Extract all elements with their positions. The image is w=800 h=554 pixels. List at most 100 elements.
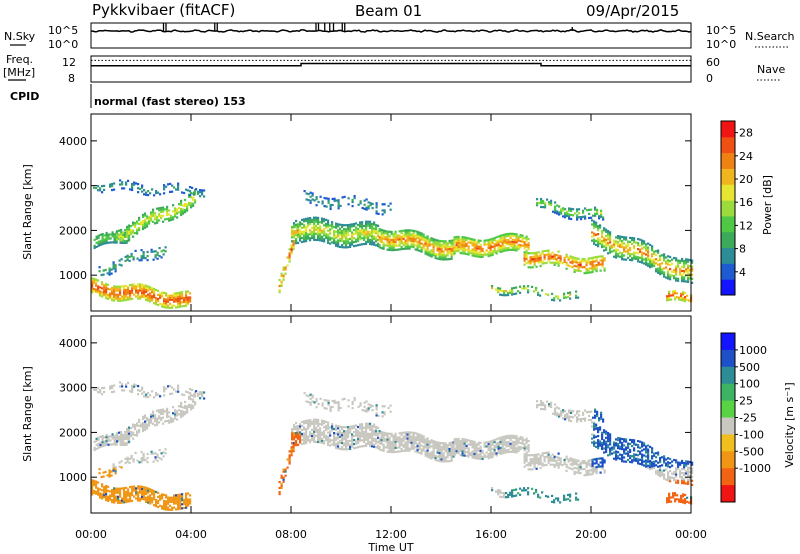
range-gate-cell [187, 502, 190, 505]
range-gate-cell [369, 434, 372, 437]
range-gate-cell [607, 252, 610, 255]
range-gate-cell [582, 209, 585, 212]
range-gate-cell [613, 249, 616, 252]
range-gate-cell [375, 204, 378, 207]
range-gate-cell [621, 444, 624, 447]
range-gate-cell [507, 232, 510, 235]
range-gate-cell [153, 492, 156, 495]
range-gate-cell [349, 225, 352, 228]
range-gate-cell [639, 250, 642, 253]
range-gate-cell [142, 423, 145, 427]
range-gate-cell [113, 285, 116, 288]
range-gate-cell [183, 304, 186, 308]
range-gate-cell [333, 434, 336, 437]
range-gate-cell [126, 229, 129, 232]
range-gate-cell [181, 497, 184, 500]
range-gate-cell [140, 259, 143, 262]
range-gate-cell [392, 446, 395, 450]
range-gate-cell [345, 244, 348, 247]
range-gate-cell [361, 423, 364, 426]
range-gate-cell [681, 265, 684, 269]
range-gate-cell [635, 459, 638, 462]
range-gate-cell [605, 238, 608, 241]
range-gate-cell [434, 456, 437, 460]
range-gate-cell [101, 445, 104, 448]
range-gate-cell [621, 437, 624, 441]
range-gate-cell [457, 437, 460, 440]
range-gate-cell [461, 440, 464, 443]
range-gate-cell [647, 454, 650, 457]
range-gate-cell [337, 435, 340, 438]
range-gate-cell [655, 470, 658, 473]
range-gate-cell [659, 254, 662, 258]
range-gate-cell [365, 240, 368, 243]
range-gate-cell [105, 499, 108, 502]
range-gate-cell [107, 235, 110, 238]
range-gate-cell [564, 416, 567, 419]
range-gate-cell [589, 473, 592, 476]
range-gate-cell [126, 256, 129, 259]
range-gate-cell [623, 438, 626, 441]
range-gate-cell [444, 456, 447, 459]
range-gate-cell [295, 440, 298, 443]
range-gate-cell [461, 238, 464, 241]
range-gate-cell [145, 486, 148, 489]
range-gate-cell [649, 445, 652, 448]
range-gate-cell [602, 218, 605, 221]
range-gate-cell [166, 217, 169, 221]
range-gate-cell [414, 236, 417, 239]
range-gate-cell [280, 284, 283, 287]
range-gate-cell [637, 238, 640, 241]
range-gate-cell [369, 428, 372, 431]
range-gate-cell [147, 293, 150, 296]
range-gate-cell [353, 447, 356, 450]
range-gate-cell [313, 236, 316, 239]
range-gate-cell [535, 457, 538, 460]
range-gate-cell [144, 414, 147, 417]
range-gate-cell [422, 233, 425, 236]
range-gate-cell [167, 496, 170, 499]
range-gate-cell [565, 457, 568, 460]
range-gate-cell [163, 390, 166, 393]
range-gate-cell [180, 213, 183, 217]
range-gate-cell [347, 430, 350, 433]
range-gate-cell [663, 267, 666, 270]
range-gate-cell [396, 244, 399, 247]
range-gate-cell [133, 287, 136, 290]
range-gate-cell [181, 291, 184, 294]
range-gate-cell [156, 453, 159, 456]
range-gate-cell [533, 455, 536, 459]
range-gate-cell [369, 234, 372, 237]
range-gate-cell [278, 491, 281, 494]
range-gate-cell [295, 427, 298, 431]
range-gate-cell [525, 451, 528, 454]
range-gate-cell [115, 495, 118, 498]
range-gate-cell [136, 232, 139, 235]
range-gate-cell [493, 237, 496, 240]
range-gate-cell [333, 240, 336, 243]
range-gate-cell [128, 255, 131, 258]
range-gate-cell [493, 441, 496, 444]
range-gate-cell [142, 457, 145, 460]
range-gate-cell [406, 435, 409, 438]
range-gate-cell [559, 299, 562, 302]
range-gate-cell [645, 445, 648, 448]
range-gate-cell [555, 254, 558, 257]
range-gate-cell [591, 258, 594, 261]
range-gate-cell [297, 223, 300, 226]
power-colorbar-tick-label: 24 [739, 150, 753, 163]
range-gate-cell [140, 423, 143, 426]
range-gate-cell [337, 441, 340, 444]
range-gate-cell [589, 263, 592, 266]
range-gate-cell [339, 239, 342, 242]
range-gate-cell [373, 241, 376, 244]
range-gate-cell [603, 471, 606, 474]
range-gate-cell [102, 269, 105, 272]
range-gate-cell [463, 444, 466, 447]
range-gate-cell [311, 436, 314, 440]
range-gate-cell [675, 265, 678, 268]
range-gate-cell [609, 453, 612, 456]
range-gate-cell [177, 306, 180, 309]
range-gate-cell [164, 246, 167, 249]
